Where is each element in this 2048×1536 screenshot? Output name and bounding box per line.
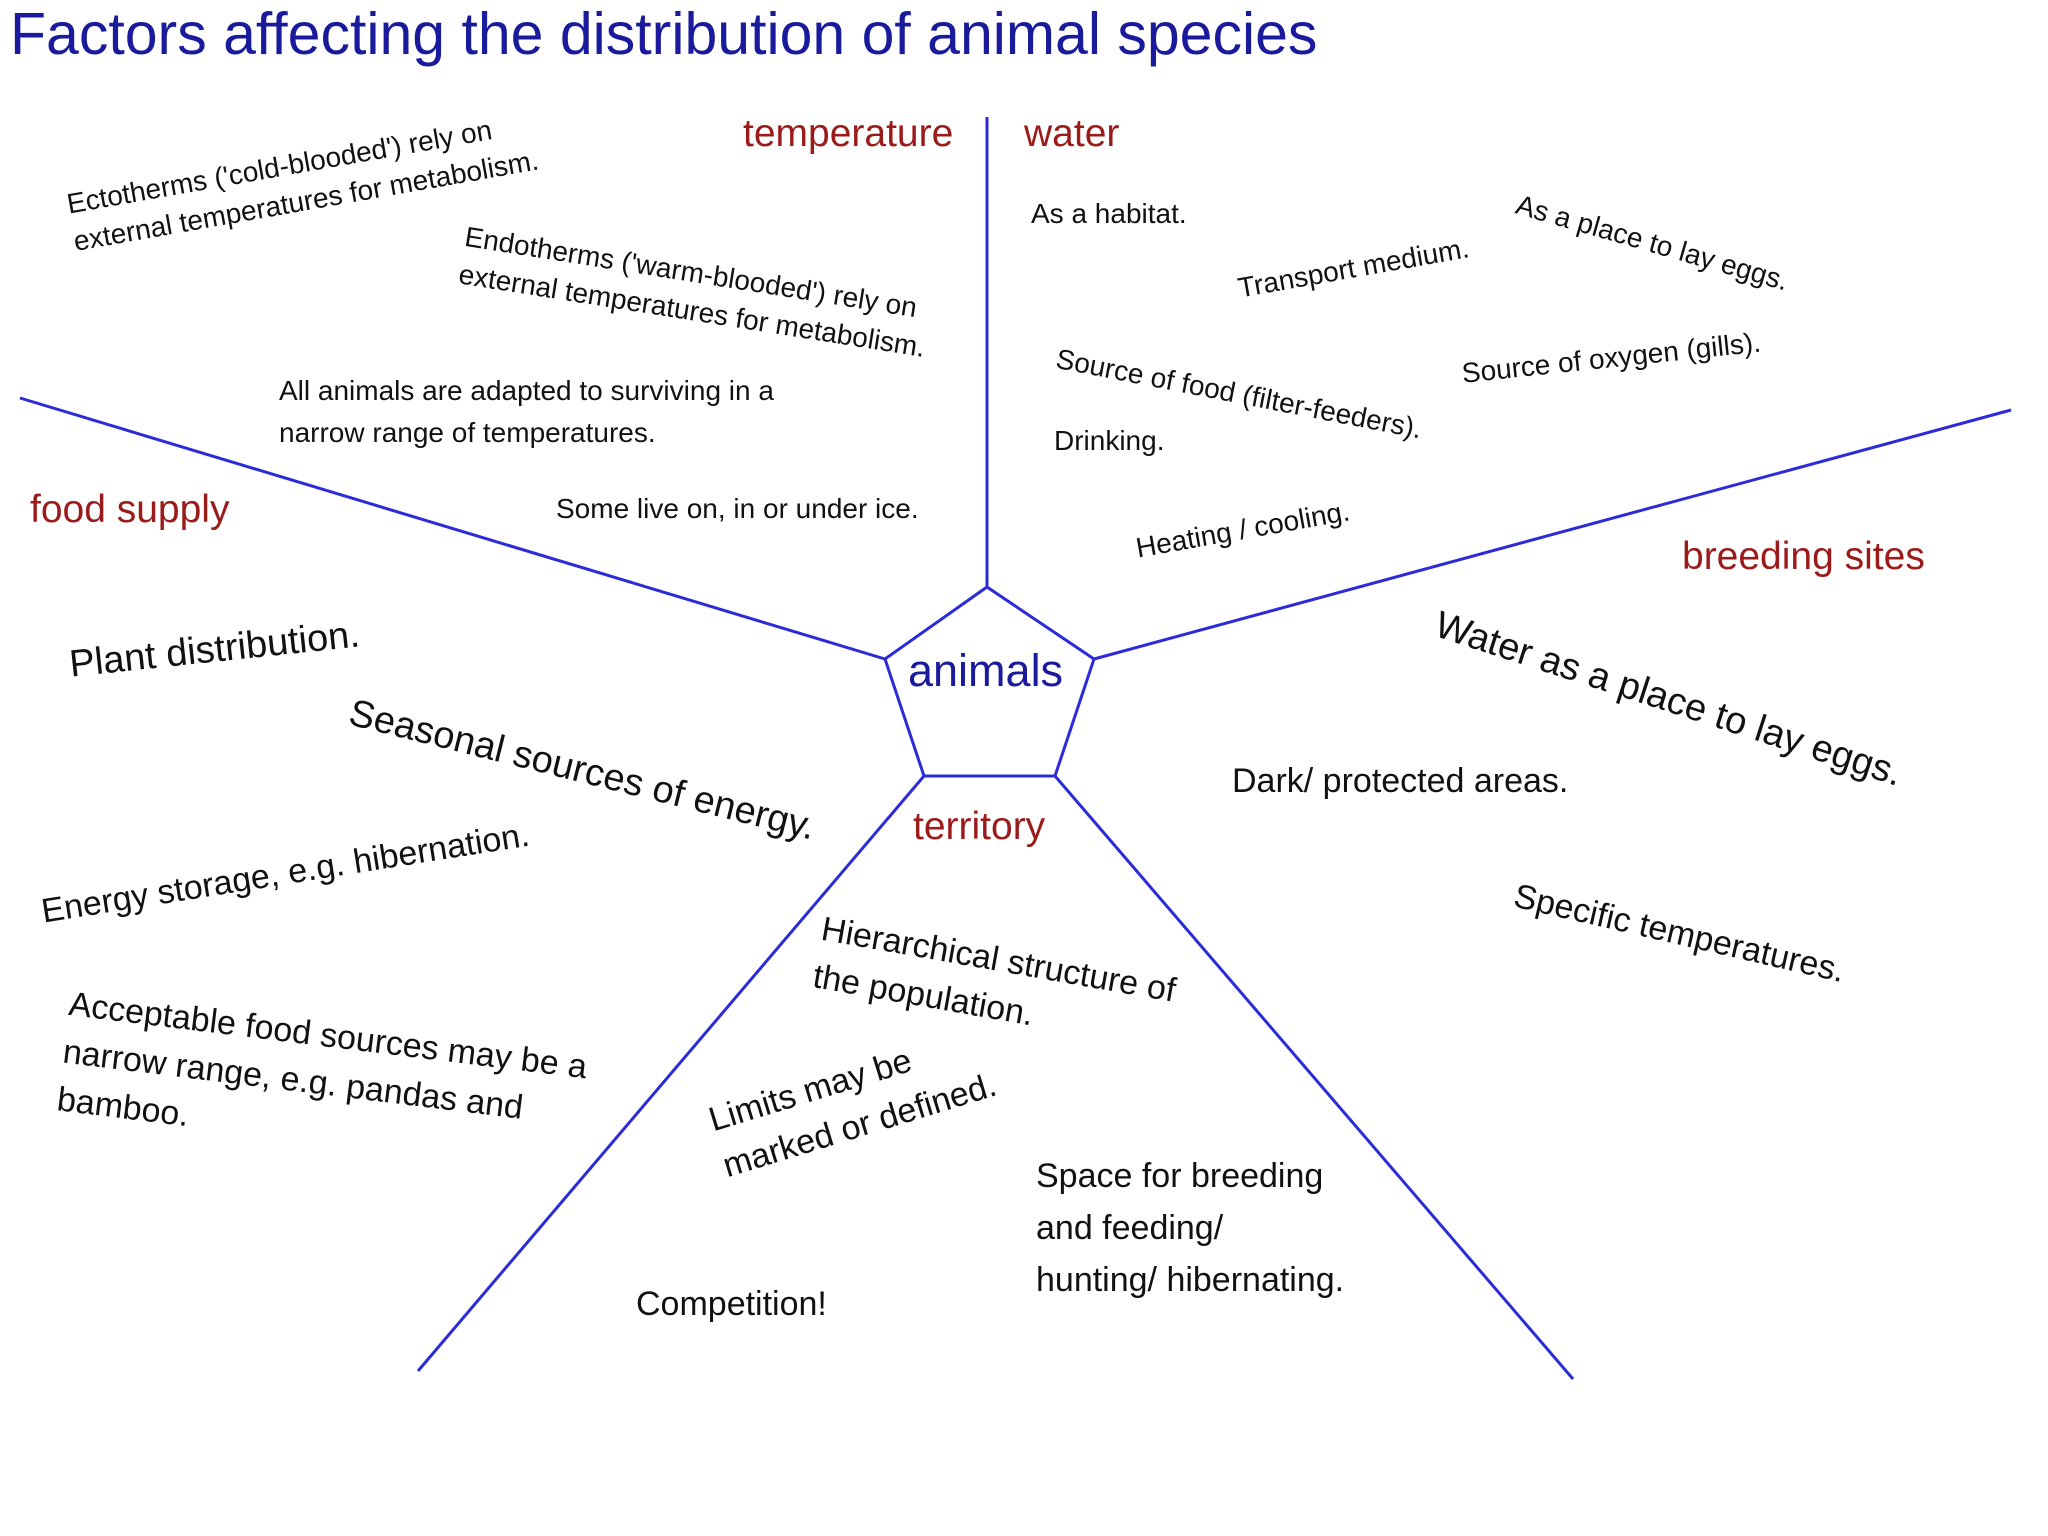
note-line: narrow range of temperatures. [279,417,656,448]
note-ice: Some live on, in or under ice. [556,493,919,524]
note-line: hunting/ hibernating. [1036,1261,1345,1299]
note-adapted: All animals are adapted to surviving in … [279,370,774,454]
note-dark-areas: Dark/ protected areas. [1232,762,1569,800]
divider-territory-food [416,775,926,1372]
page-title: Factors affecting the distribution of an… [10,1,1318,67]
note-line: and feeding/ [1036,1209,1224,1247]
heading-temperature: temperature [743,112,954,155]
center-label-animals: animals [908,645,1064,696]
note-competition: Competition! [636,1285,827,1323]
note-habitat: As a habitat. [1031,198,1187,229]
divider-water-breeding [1093,408,2012,661]
heading-food-supply: food supply [30,488,230,531]
heading-territory: territory [913,805,1046,848]
divider-breeding-territory [1053,775,1575,1380]
note-drinking: Drinking. [1054,425,1165,456]
note-line: All animals are adapted to surviving in … [279,375,774,406]
center-pentagon [883,585,1096,778]
heading-water: water [1024,112,1120,155]
note-line: Space for breeding [1036,1157,1324,1195]
heading-breeding-sites: breeding sites [1682,535,1925,578]
note-space: Space for breeding and feeding/ hunting/… [1036,1150,1344,1306]
divider-food-temperature [19,396,886,661]
